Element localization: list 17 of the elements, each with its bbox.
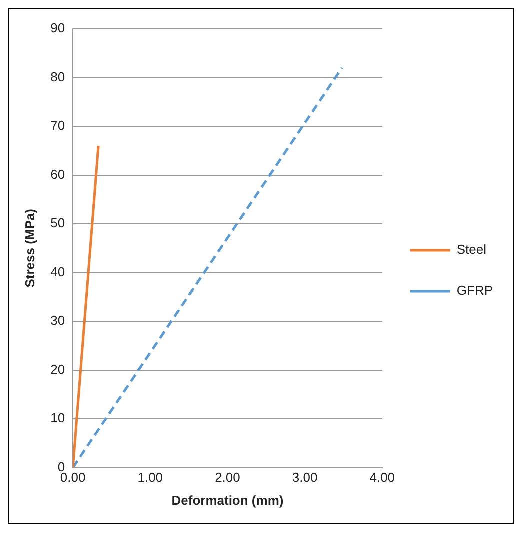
x-axis-title: Deformation (mm) [172, 492, 284, 508]
y-tick-label: 50 [50, 216, 66, 231]
x-tick-label: 3.00 [292, 470, 318, 486]
y-axis-title: Stress (MPa) [22, 209, 38, 288]
x-tick-label: 4.00 [370, 470, 396, 486]
y-tick-label: 60 [50, 166, 66, 182]
x-tick-label: 1.00 [138, 470, 164, 486]
x-tick-label: 2.00 [215, 470, 240, 486]
y-tick-label: 90 [50, 20, 66, 36]
y-tick-label: 20 [50, 362, 66, 377]
y-tick-label: 70 [50, 118, 66, 134]
legend-label: Steel [456, 242, 487, 258]
y-tick-label: 80 [50, 69, 66, 84]
legend-label: GFRP [456, 283, 494, 298]
y-tick-label: 30 [50, 313, 66, 328]
y-tick-label: 40 [50, 264, 66, 280]
y-tick-label: 10 [50, 410, 66, 426]
